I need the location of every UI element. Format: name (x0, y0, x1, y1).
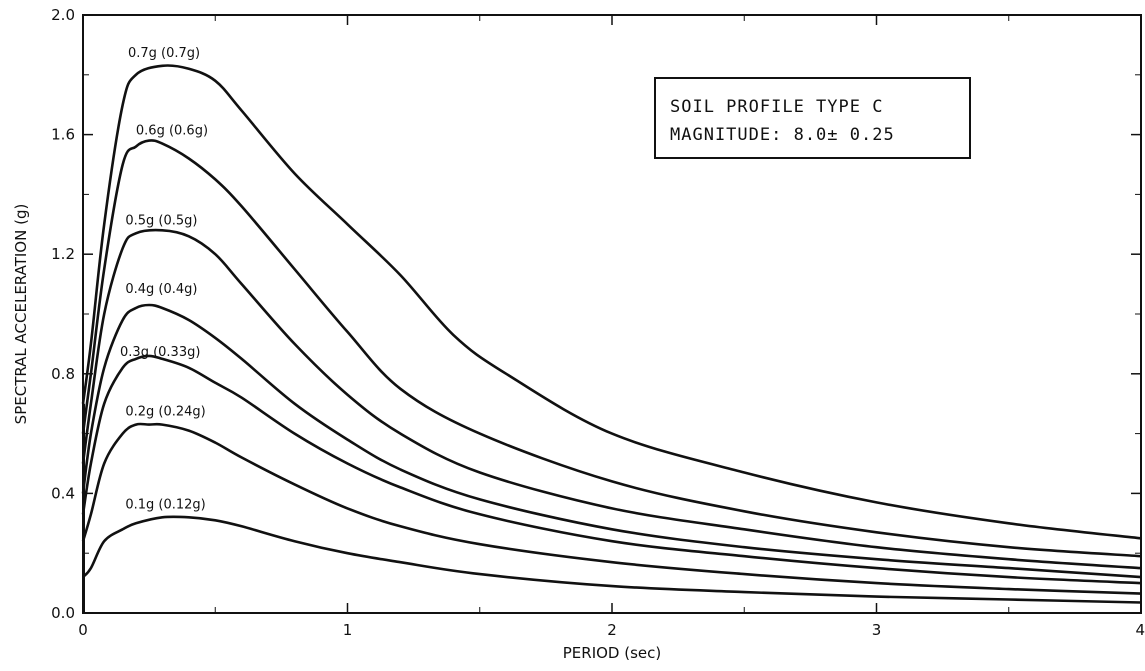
series-labels: 0.7g (0.7g) 0.6g (0.6g) 0.5g (0.5g) 0.4g (0… (120, 46, 208, 512)
series-label: 0.2g (0.24g) (125, 405, 205, 420)
y-tick-label: 0.0 (51, 604, 75, 622)
y-tick-label: 1.6 (51, 126, 75, 144)
series-label: 0.1g (0.12g) (125, 497, 205, 512)
x-axis-label: PERIOD (sec) (563, 644, 662, 662)
y-axis-label: SPECTRAL ACCELERATION (g) (12, 204, 30, 425)
x-tick-label: 2 (607, 621, 617, 639)
x-tick-label: 1 (343, 621, 353, 639)
series-label: 0.5g (0.5g) (125, 213, 197, 228)
annotation-box-frame (654, 77, 971, 159)
series-line (81, 64, 1142, 540)
plot-frame (82, 14, 1142, 614)
y-tick-label: 0.4 (51, 484, 75, 502)
series-label: 0.7g (0.7g) (128, 46, 200, 61)
series-lines (81, 64, 1142, 613)
series-label: 0.6g (0.6g) (136, 124, 208, 139)
series-line (81, 422, 1142, 595)
annotation-line-magnitude: MAGNITUDE: 8.0± 0.25 (670, 125, 895, 145)
annotation-box: SOIL PROFILE TYPE C MAGNITUDE: 8.0± 0.25 (654, 77, 971, 159)
x-tick-label: 0 (78, 621, 88, 639)
y-tick-label: 1.2 (51, 245, 75, 263)
series-line (82, 515, 1142, 604)
y-tick-label: 2.0 (51, 6, 75, 24)
series-line (81, 354, 1142, 585)
x-tick-label: 4 (1135, 621, 1145, 639)
annotation-line-soil-profile: SOIL PROFILE TYPE C (670, 97, 883, 117)
series-label: 0.4g (0.4g) (125, 282, 197, 297)
y-axis: 0.0 0.4 0.8 1.2 1.6 2.0 (51, 6, 1141, 622)
series-line (81, 139, 1142, 558)
y-tick-label: 0.8 (51, 365, 75, 383)
x-tick-label: 3 (872, 621, 882, 639)
series-line (81, 303, 1142, 579)
plot-border (82, 14, 1142, 614)
series-label: 0.3g (0.33g) (120, 345, 200, 360)
series-line (81, 228, 1142, 570)
